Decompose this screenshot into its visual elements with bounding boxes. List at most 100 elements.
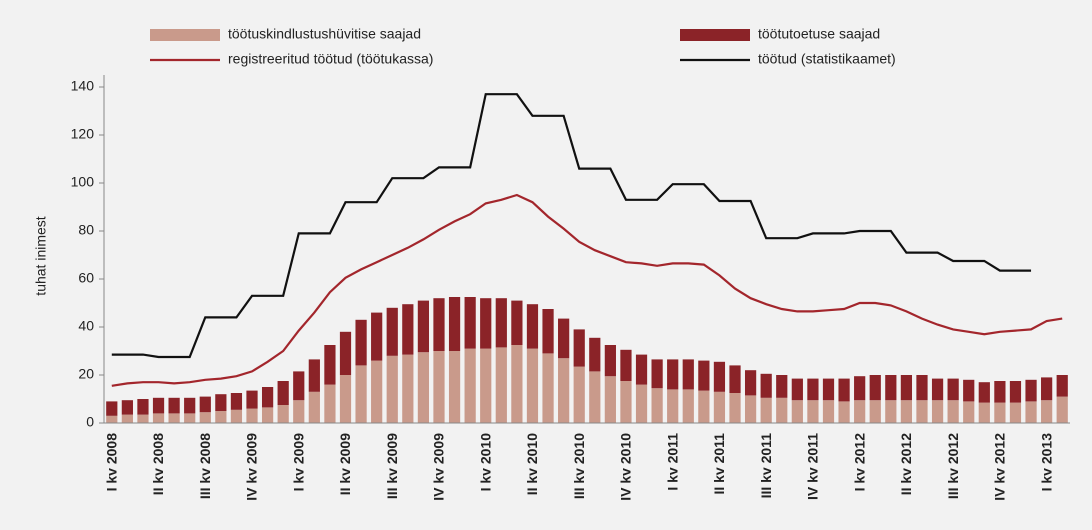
line [111, 193, 1063, 387]
bar [542, 309, 554, 354]
bar [698, 390, 710, 423]
bar [448, 297, 461, 351]
bar [885, 400, 897, 423]
x-tick-label: II kv 2008 [150, 433, 166, 495]
bar [464, 348, 476, 423]
y-tick-label: 80 [78, 222, 94, 238]
bar [199, 412, 211, 423]
bar [776, 375, 788, 398]
x-tick-label: III kv 2010 [571, 433, 587, 499]
bar [635, 384, 648, 423]
bar [121, 400, 133, 415]
bar [651, 388, 663, 423]
bar [807, 378, 819, 401]
bar [682, 359, 694, 390]
bar [885, 375, 897, 401]
bar [184, 397, 196, 414]
bar [511, 300, 523, 345]
legend-label: registreeritud töötud (töötukassa) [228, 51, 433, 67]
bar [402, 304, 414, 355]
bar [448, 351, 461, 423]
y-tick-label: 120 [71, 126, 95, 142]
bar [604, 376, 616, 423]
x-tick-label: II kv 2009 [337, 433, 353, 495]
bar [1056, 375, 1068, 397]
y-axis-label: tuhat inimest [33, 216, 49, 295]
bar [526, 304, 539, 349]
bar [729, 365, 741, 393]
bar [106, 415, 118, 423]
bar [168, 397, 180, 414]
bar [511, 345, 523, 423]
bar [230, 393, 243, 410]
bar [573, 366, 585, 423]
bar [324, 384, 336, 423]
bar [1056, 396, 1068, 423]
bar [293, 371, 305, 401]
bar [137, 414, 149, 423]
bar [371, 360, 383, 423]
bar [978, 382, 990, 403]
legend-swatch [150, 29, 220, 41]
bar [402, 354, 414, 423]
bar [261, 387, 274, 408]
bar [215, 411, 227, 423]
x-tick-label: I kv 2012 [851, 433, 867, 492]
bar [667, 359, 679, 390]
bar [838, 378, 850, 402]
bar [963, 401, 975, 423]
bar [106, 401, 118, 416]
bar [480, 348, 492, 423]
y-tick-label: 140 [71, 78, 95, 94]
bar [760, 397, 772, 423]
bar [822, 378, 835, 401]
bar [900, 400, 913, 423]
bar [355, 319, 367, 366]
bar [542, 353, 554, 423]
x-tick-label: II kv 2010 [524, 433, 540, 495]
bar [152, 397, 165, 414]
x-tick-label: IV kv 2012 [992, 433, 1008, 501]
bar [667, 389, 679, 423]
bar [230, 409, 243, 423]
x-tick-label: I kv 2009 [290, 433, 306, 492]
bar [495, 347, 507, 423]
x-tick-label: IV kv 2009 [431, 433, 447, 501]
bar [854, 376, 866, 401]
bar [417, 352, 430, 423]
bar [573, 329, 585, 367]
bar [199, 396, 211, 413]
bar [152, 413, 165, 423]
x-tick-label: I kv 2008 [103, 433, 119, 492]
y-tick-label: 40 [78, 318, 94, 334]
bar [869, 400, 881, 423]
bar [184, 413, 196, 423]
legend-label: töötutoetuse saajad [758, 26, 880, 42]
bar [698, 360, 710, 391]
bar [277, 405, 289, 423]
bar [635, 354, 648, 385]
bar [308, 391, 320, 423]
x-tick-label: II kv 2012 [898, 433, 914, 495]
x-tick-label: III kv 2009 [384, 433, 400, 499]
bar [994, 381, 1006, 403]
bar [480, 298, 492, 349]
bar [433, 298, 445, 351]
bar [744, 395, 757, 423]
bar [854, 400, 866, 423]
bar [994, 402, 1006, 423]
y-tick-label: 100 [71, 174, 95, 190]
bar [744, 370, 757, 396]
bar [417, 300, 430, 353]
bar [339, 375, 352, 423]
bar [1041, 377, 1053, 401]
x-tick-label: III kv 2012 [945, 433, 961, 499]
bar [760, 373, 772, 398]
bar [246, 408, 258, 423]
y-tick-label: 60 [78, 270, 94, 286]
bar [526, 348, 539, 423]
legend-label: töötuskindlustushüvitise saajad [228, 26, 421, 42]
x-tick-label: III kv 2008 [197, 433, 213, 499]
